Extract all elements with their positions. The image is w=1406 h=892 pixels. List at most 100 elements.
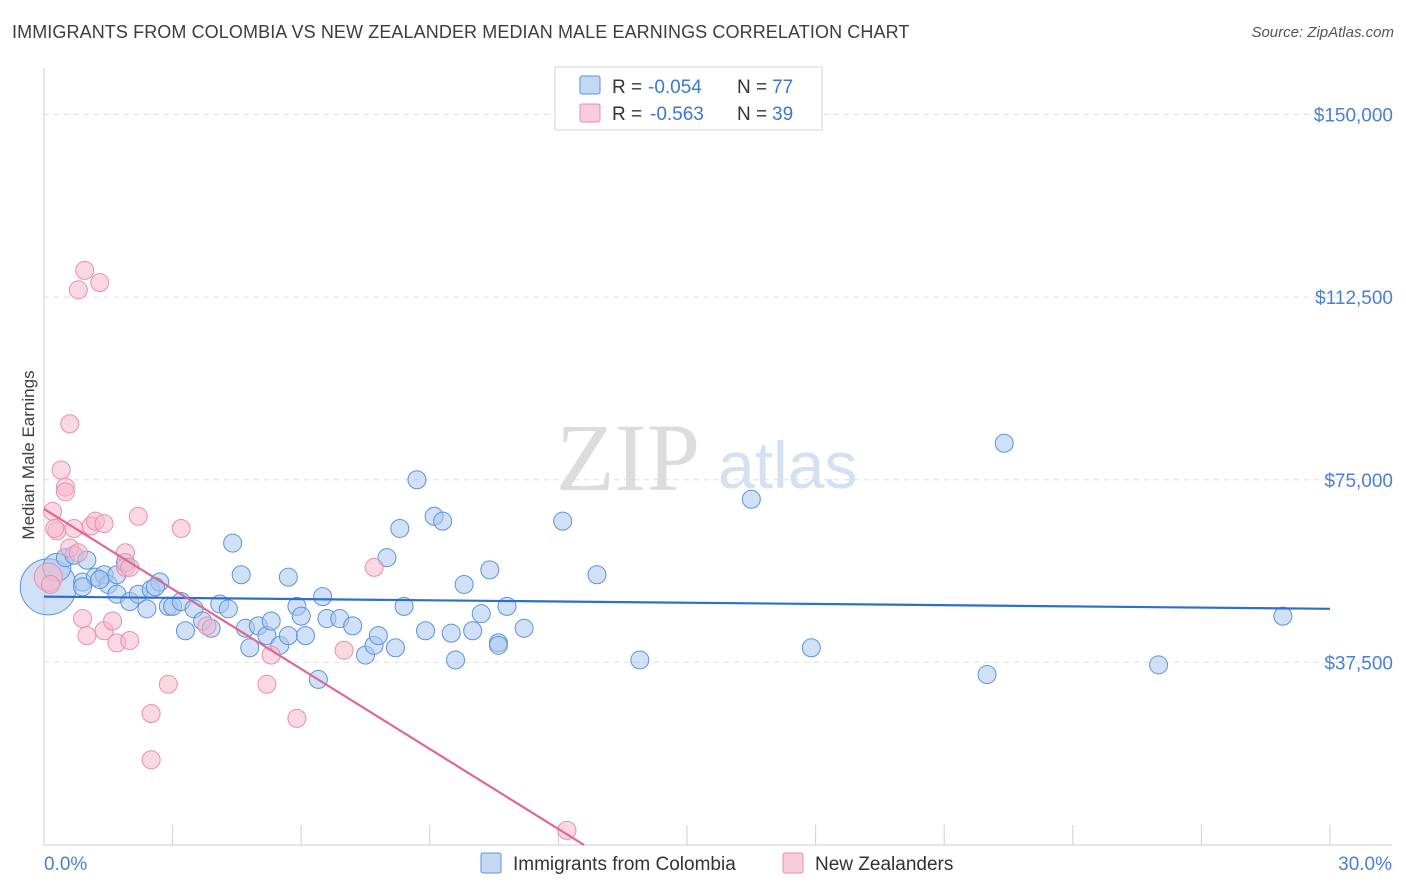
colombia-point bbox=[386, 638, 406, 658]
colombia-point bbox=[145, 577, 165, 597]
colombia-point bbox=[587, 565, 607, 585]
colombia-point bbox=[1273, 606, 1293, 626]
colombia-point bbox=[231, 565, 251, 585]
source-credit: Source: ZipAtlas.com bbox=[1251, 24, 1394, 41]
series-legend-swatch-colombia bbox=[480, 852, 502, 874]
new-zealander-point bbox=[68, 543, 88, 563]
colombia-trend-line bbox=[43, 595, 1331, 610]
legend-r-label-new-zealanders: R = bbox=[612, 104, 642, 125]
new-zealander-point bbox=[141, 750, 161, 770]
colombia-point bbox=[416, 621, 436, 641]
colombia-point bbox=[223, 533, 243, 553]
colombia-point bbox=[994, 433, 1014, 453]
legend-n-value-colombia: 77 bbox=[772, 77, 793, 98]
legend-n-label-colombia: N = bbox=[737, 77, 767, 98]
y-tick-label: $75,000 bbox=[1324, 471, 1393, 492]
legend-n-value-new-zealanders: 39 bbox=[772, 104, 793, 125]
y-tick-label: $150,000 bbox=[1314, 106, 1393, 127]
x-tick-label-max: 30.0% bbox=[1338, 854, 1392, 875]
new-zealander-point bbox=[45, 518, 65, 538]
new-zealander-point bbox=[128, 506, 148, 526]
watermark-zip: ZIP bbox=[556, 404, 700, 511]
new-zealander-point bbox=[171, 518, 191, 538]
colombia-point bbox=[471, 604, 491, 624]
new-zealander-point bbox=[51, 460, 71, 480]
legend-r-label-colombia: R = bbox=[612, 77, 642, 98]
series-legend-label-colombia: Immigrants from Colombia bbox=[513, 854, 736, 875]
colombia-point bbox=[313, 587, 333, 607]
series-legend: Immigrants from Colombia New Zealanders bbox=[480, 852, 953, 875]
legend-r-value-new-zealanders: -0.563 bbox=[650, 104, 704, 125]
correlation-legend: R = -0.054 N = 77 R = -0.563 N = 39 bbox=[554, 66, 823, 131]
colombia-point bbox=[977, 665, 997, 685]
new-zealander-point bbox=[158, 674, 178, 694]
colombia-point bbox=[407, 470, 427, 490]
new-zealander-point bbox=[77, 626, 97, 646]
colombia-point bbox=[175, 621, 195, 641]
colombia-point bbox=[441, 623, 461, 643]
new-zealander-point bbox=[334, 640, 354, 660]
colombia-point bbox=[480, 560, 500, 580]
new-zealander-point bbox=[141, 704, 161, 724]
colombia-point bbox=[377, 548, 397, 568]
new-zealander-point bbox=[257, 674, 277, 694]
new-zealander-point bbox=[55, 482, 75, 502]
new-zealander-point bbox=[287, 708, 307, 728]
new-zealander-point bbox=[557, 820, 577, 840]
y-tick-label: $37,500 bbox=[1324, 653, 1393, 674]
colombia-point bbox=[553, 511, 573, 531]
new-zealander-point bbox=[364, 557, 384, 577]
colombia-point bbox=[454, 574, 474, 594]
colombia-point bbox=[390, 518, 410, 538]
legend-n-label-new-zealanders: N = bbox=[737, 104, 767, 125]
y-axis-tick-labels: $37,500 $75,000 $112,500 $150,000 bbox=[1314, 106, 1393, 675]
legend-swatch-colombia bbox=[579, 75, 601, 95]
series-legend-label-new-zealanders: New Zealanders bbox=[815, 854, 953, 875]
colombia-point bbox=[218, 599, 238, 619]
colombia-point bbox=[514, 618, 534, 638]
legend-swatch-new-zealanders bbox=[579, 103, 601, 123]
new-zealander-point bbox=[120, 630, 140, 650]
new-zealander-point bbox=[94, 514, 114, 534]
chart-title: IMMIGRANTS FROM COLOMBIA VS NEW ZEALANDE… bbox=[12, 22, 910, 42]
colombia-point bbox=[278, 626, 298, 646]
colombia-point bbox=[73, 577, 93, 597]
new-zealander-point bbox=[40, 574, 60, 594]
x-axis-ticks bbox=[172, 825, 1331, 845]
colombia-point bbox=[488, 635, 508, 655]
watermark-atlas: atlas bbox=[718, 428, 857, 502]
x-tick-label-min: 0.0% bbox=[44, 854, 87, 875]
axes bbox=[43, 68, 1392, 846]
series-new-zealanders bbox=[33, 260, 577, 840]
new-zealander-point bbox=[60, 414, 80, 434]
colombia-point bbox=[240, 638, 260, 658]
new-zealander-point bbox=[73, 609, 93, 629]
legend-r-value-colombia: -0.054 bbox=[648, 77, 702, 98]
series-layer bbox=[19, 260, 1331, 846]
colombia-point bbox=[137, 599, 157, 619]
colombia-point bbox=[261, 611, 281, 631]
new-zealander-trend-line bbox=[43, 508, 585, 846]
new-zealander-point bbox=[90, 273, 110, 293]
colombia-point bbox=[433, 511, 453, 531]
colombia-point bbox=[741, 489, 761, 509]
new-zealander-point bbox=[197, 616, 217, 636]
colombia-point bbox=[1149, 655, 1169, 675]
y-axis-label: Median Male Earnings bbox=[19, 370, 38, 539]
colombia-point bbox=[343, 616, 363, 636]
colombia-point bbox=[446, 650, 466, 670]
colombia-point bbox=[368, 626, 388, 646]
colombia-point bbox=[801, 638, 821, 658]
colombia-point bbox=[291, 606, 311, 626]
series-legend-swatch-new-zealanders bbox=[782, 852, 804, 874]
colombia-point bbox=[630, 650, 650, 670]
y-tick-label: $112,500 bbox=[1315, 288, 1393, 309]
new-zealander-point bbox=[68, 280, 88, 300]
colombia-point bbox=[295, 626, 315, 646]
new-zealander-point bbox=[75, 260, 95, 280]
colombia-point bbox=[463, 621, 483, 641]
colombia-point bbox=[90, 570, 110, 590]
new-zealander-point bbox=[103, 611, 123, 631]
colombia-point bbox=[278, 567, 298, 587]
